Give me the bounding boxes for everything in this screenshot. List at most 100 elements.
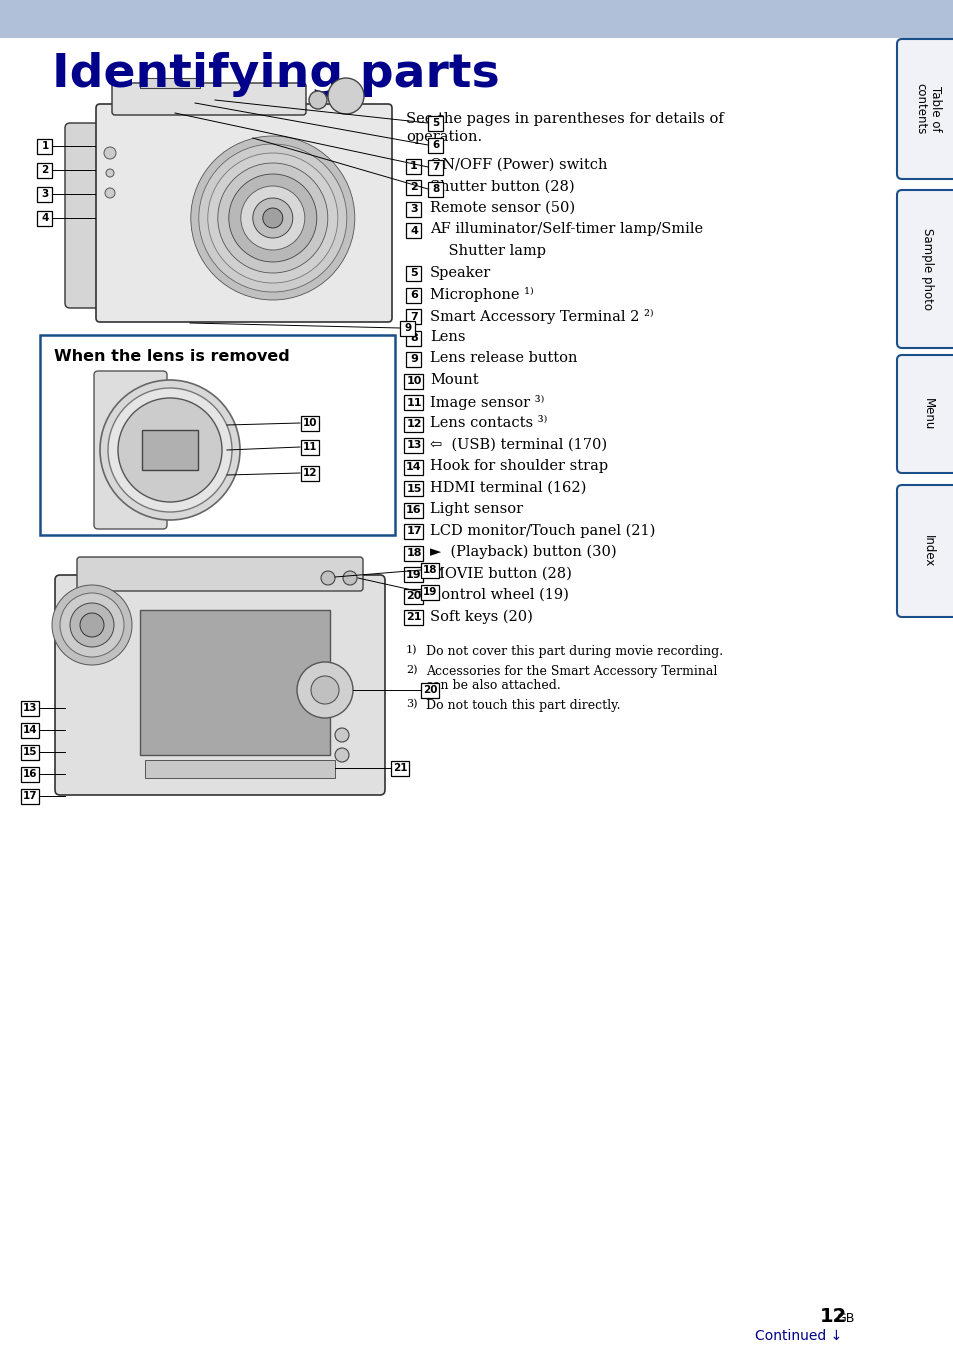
FancyBboxPatch shape [40, 335, 395, 535]
Text: HDMI terminal (162): HDMI terminal (162) [430, 480, 586, 494]
Text: 1): 1) [406, 645, 417, 655]
Text: LCD monitor/Touch panel (21): LCD monitor/Touch panel (21) [430, 524, 655, 537]
Text: 4: 4 [410, 225, 417, 236]
Text: 17: 17 [23, 791, 37, 801]
FancyBboxPatch shape [404, 567, 423, 582]
Bar [145, 760, 335, 778]
FancyBboxPatch shape [400, 320, 416, 335]
Text: 3: 3 [410, 204, 417, 214]
Text: Sample photo: Sample photo [921, 228, 934, 309]
FancyBboxPatch shape [406, 331, 421, 346]
Text: 3): 3) [406, 699, 417, 710]
FancyBboxPatch shape [301, 465, 318, 480]
Text: 4: 4 [41, 213, 49, 223]
Text: Menu: Menu [921, 398, 934, 430]
FancyBboxPatch shape [404, 417, 423, 432]
Text: Light sensor: Light sensor [430, 502, 522, 516]
Circle shape [118, 398, 222, 502]
Text: 16: 16 [23, 769, 37, 779]
FancyBboxPatch shape [896, 39, 953, 179]
Circle shape [296, 662, 353, 718]
Text: See the pages in parentheses for details of: See the pages in parentheses for details… [406, 113, 723, 126]
FancyBboxPatch shape [406, 201, 421, 217]
Text: 9: 9 [404, 323, 411, 332]
Text: 10: 10 [302, 418, 317, 427]
Text: Lens contacts ³⁾: Lens contacts ³⁾ [430, 417, 547, 430]
Text: When the lens is removed: When the lens is removed [54, 349, 290, 364]
Text: 1: 1 [410, 161, 417, 171]
Text: Remote sensor (50): Remote sensor (50) [430, 201, 575, 214]
Text: 11: 11 [406, 398, 421, 407]
FancyBboxPatch shape [21, 767, 39, 782]
Circle shape [105, 189, 115, 198]
Text: 7: 7 [410, 312, 417, 322]
Text: 7: 7 [432, 161, 439, 172]
Circle shape [52, 585, 132, 665]
FancyBboxPatch shape [404, 460, 423, 475]
Text: ⇦  (USB) terminal (170): ⇦ (USB) terminal (170) [430, 437, 606, 452]
FancyBboxPatch shape [55, 575, 385, 795]
Circle shape [60, 593, 124, 657]
Text: 18: 18 [406, 548, 421, 558]
FancyBboxPatch shape [94, 370, 167, 529]
Text: Lens release button: Lens release button [430, 351, 577, 365]
Circle shape [262, 208, 282, 228]
FancyBboxPatch shape [406, 266, 421, 281]
Text: 12: 12 [820, 1307, 846, 1326]
FancyBboxPatch shape [37, 138, 52, 153]
Text: 6: 6 [432, 140, 439, 151]
Text: AF illuminator/Self-timer lamp/Smile: AF illuminator/Self-timer lamp/Smile [430, 223, 702, 236]
FancyBboxPatch shape [896, 190, 953, 347]
Text: 18: 18 [422, 565, 436, 575]
Text: 15: 15 [406, 483, 421, 494]
FancyBboxPatch shape [21, 722, 39, 737]
Text: Do not cover this part during movie recording.: Do not cover this part during movie reco… [426, 645, 722, 658]
Circle shape [335, 727, 349, 742]
Circle shape [104, 147, 116, 159]
FancyBboxPatch shape [406, 223, 421, 237]
Text: 16: 16 [406, 505, 421, 516]
Text: 9: 9 [410, 354, 417, 365]
Circle shape [343, 571, 356, 585]
FancyBboxPatch shape [896, 484, 953, 617]
Circle shape [108, 388, 232, 512]
Circle shape [240, 186, 304, 250]
Circle shape [208, 153, 337, 284]
Text: ON/OFF (Power) switch: ON/OFF (Power) switch [430, 157, 607, 172]
FancyBboxPatch shape [420, 683, 438, 697]
Text: can be also attached.: can be also attached. [426, 678, 560, 692]
Bar [140, 77, 200, 88]
Text: Accessories for the Smart Accessory Terminal: Accessories for the Smart Accessory Term… [426, 665, 717, 678]
Text: 21: 21 [406, 612, 421, 623]
Text: Table of
contents: Table of contents [913, 83, 941, 134]
FancyBboxPatch shape [37, 210, 52, 225]
Circle shape [311, 676, 338, 704]
Text: Shutter button (28): Shutter button (28) [430, 179, 574, 194]
Text: Index: Index [921, 535, 934, 567]
FancyBboxPatch shape [301, 440, 318, 455]
Text: Mount: Mount [430, 373, 478, 387]
Text: 5: 5 [410, 269, 417, 278]
Text: Identifying parts: Identifying parts [52, 52, 499, 96]
Text: Smart Accessory Terminal 2 ²⁾: Smart Accessory Terminal 2 ²⁾ [430, 308, 653, 323]
Text: GB: GB [835, 1312, 854, 1324]
Circle shape [229, 174, 316, 262]
Text: 15: 15 [23, 746, 37, 757]
FancyBboxPatch shape [77, 556, 363, 592]
FancyBboxPatch shape [404, 373, 423, 388]
FancyBboxPatch shape [896, 356, 953, 474]
Circle shape [191, 136, 355, 300]
FancyBboxPatch shape [404, 502, 423, 517]
Text: 13: 13 [406, 441, 421, 451]
FancyBboxPatch shape [404, 438, 423, 453]
Bar [142, 430, 198, 470]
FancyBboxPatch shape [112, 83, 306, 115]
Circle shape [217, 163, 328, 273]
Text: Speaker: Speaker [430, 266, 491, 280]
Bar [0, 0, 953, 38]
FancyBboxPatch shape [21, 745, 39, 760]
FancyBboxPatch shape [404, 480, 423, 497]
Text: 19: 19 [422, 588, 436, 597]
FancyBboxPatch shape [96, 104, 392, 322]
Text: Soft keys (20): Soft keys (20) [430, 609, 533, 624]
